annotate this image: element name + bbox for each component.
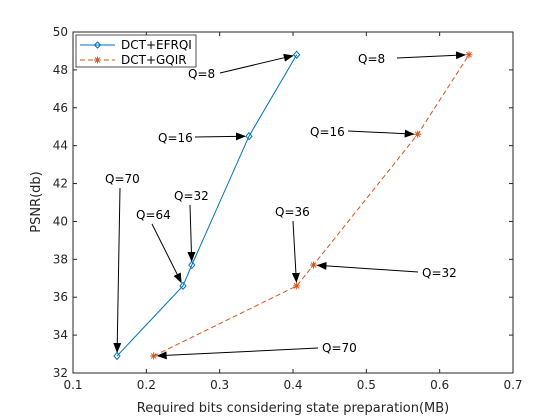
x-tick-label: 0.1 (63, 378, 82, 392)
y-tick-label: 36 (53, 290, 68, 304)
x-tick-label: 0.5 (357, 378, 376, 392)
data-point-diamond (293, 50, 301, 60)
y-tick-label: 38 (53, 252, 68, 266)
annotation-arrow (151, 223, 182, 284)
x-tick-label: 0.2 (137, 378, 156, 392)
annotation-arrow (113, 187, 122, 353)
x-axis-label: Required bits considering state preparat… (137, 401, 450, 416)
y-tick-label: 42 (53, 177, 68, 191)
y-tick-label: 46 (53, 101, 68, 115)
data-point-star (310, 261, 318, 269)
annotation-label: Q=32 (422, 266, 457, 280)
annotation-label: Q=64 (136, 208, 171, 222)
annotation-label: Q=8 (188, 67, 215, 81)
y-tick-label: 50 (53, 25, 68, 39)
data-point-star (465, 51, 473, 59)
annotation-arrow (316, 261, 419, 273)
annotation-label: Q=70 (105, 172, 140, 186)
x-tick-label: 0.7 (503, 378, 522, 392)
y-tick-label: 32 (53, 366, 68, 380)
x-tick-label: 0.3 (210, 378, 229, 392)
axis-ticks: 0.1 0.2 0.3 0.4 0.5 0.6 0.7 32 34 36 38 40 42 44 46 48 5… (53, 25, 523, 392)
annotation-arrow (194, 132, 246, 141)
y-axis-label: PSNR(db) (29, 171, 44, 233)
annotation-label: Q=16 (158, 131, 193, 145)
series-line-efrqi (116, 54, 298, 357)
annotation-arrow (187, 204, 196, 262)
legend-label-efrqi: DCT+EFRQI (121, 38, 192, 52)
data-point-star (414, 130, 422, 138)
plot-area (73, 32, 513, 373)
legend-marker-diamond (93, 41, 102, 49)
annotation-label: Q=8 (358, 52, 385, 66)
y-tick-label: 48 (53, 63, 68, 77)
annotation-arrow (396, 51, 466, 60)
annotation-arrow (156, 347, 319, 360)
legend-label-gqir: DCT+GQIR (121, 53, 187, 67)
data-point-star (293, 282, 301, 290)
y-tick-label: 44 (53, 139, 68, 153)
annotation-layer: Q=8Q=16Q=32Q=64Q=70Q=8Q=16Q=36Q=32Q=70 (105, 51, 466, 360)
data-point-diamond (188, 260, 196, 270)
data-point-diamond (113, 351, 121, 361)
annotation-arrow (291, 220, 300, 283)
annotation-label: Q=32 (174, 189, 209, 203)
annotation-arrow (219, 53, 294, 74)
data-point-star (150, 352, 158, 360)
y-tick-label: 34 (53, 328, 68, 342)
annotation-label: Q=16 (310, 125, 345, 139)
legend: DCT+EFRQI DCT+GQIR (75, 34, 197, 68)
annotation-label: Q=36 (275, 205, 310, 219)
plot-frame (72, 31, 514, 374)
data-point-diamond (179, 281, 187, 291)
series-layer (113, 50, 473, 361)
annotation-arrow (347, 129, 415, 138)
x-tick-label: 0.6 (430, 378, 449, 392)
y-tick-label: 40 (53, 214, 68, 228)
x-tick-label: 0.4 (283, 378, 302, 392)
annotation-label: Q=70 (322, 341, 357, 355)
legend-marker-star (94, 56, 101, 64)
data-point-diamond (245, 131, 253, 141)
